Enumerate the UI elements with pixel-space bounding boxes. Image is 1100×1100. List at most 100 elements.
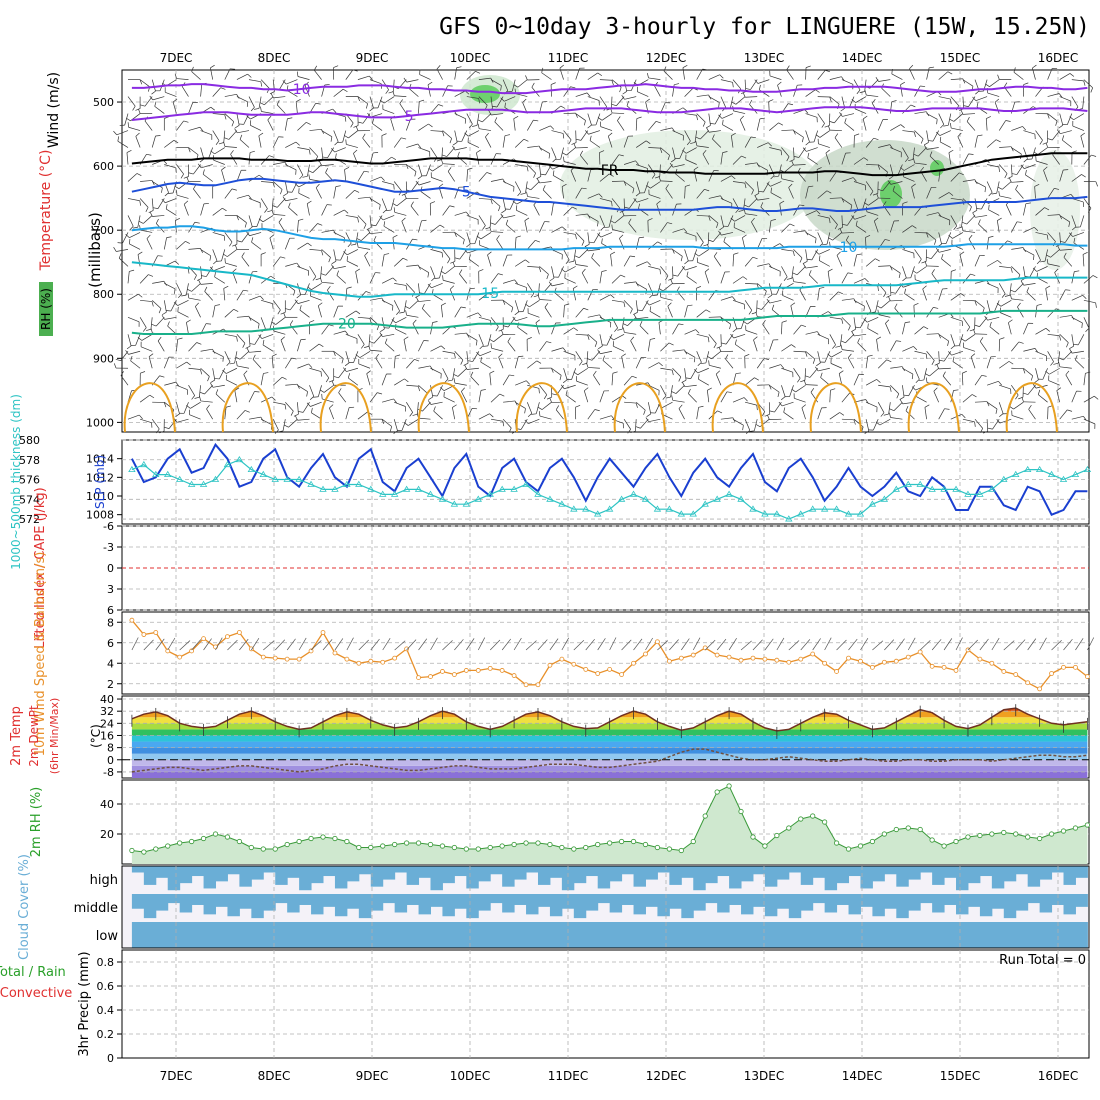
wind-barb-flag xyxy=(490,199,493,205)
wind-barb-flag xyxy=(721,342,727,345)
temp-tick-label: 16 xyxy=(100,729,114,742)
surface-wind-barb xyxy=(669,639,679,651)
wind-barb xyxy=(224,68,231,80)
thickness-point xyxy=(868,500,877,507)
wind-barb-flag xyxy=(1036,303,1042,306)
wind-barb xyxy=(713,256,722,267)
wind10-tick-label: 8 xyxy=(107,616,114,629)
wind-barb xyxy=(306,203,310,216)
wind-barb-flag xyxy=(871,99,876,104)
wind-barb-flag xyxy=(362,133,366,139)
wind-barb xyxy=(260,418,272,425)
wind-barb-flag xyxy=(799,204,805,206)
wind-barb xyxy=(151,135,156,148)
wind-speed-point xyxy=(905,654,911,660)
wind-barb xyxy=(369,198,381,205)
wind-barb-flag xyxy=(177,306,179,312)
wind-barb-flag xyxy=(384,253,390,255)
wind-barb xyxy=(1059,334,1069,343)
wind-barb xyxy=(793,230,806,233)
wind-barb xyxy=(903,176,915,182)
wind-barb-flag xyxy=(591,253,594,258)
wind-speed-point xyxy=(846,655,851,661)
wind-barb xyxy=(517,326,528,335)
wind-barb-flag xyxy=(902,277,907,282)
wind-barb xyxy=(610,254,613,267)
thickness-point xyxy=(641,495,650,502)
wind-barb-flag xyxy=(594,409,600,412)
cloud-low-cell xyxy=(932,922,945,948)
wind-barb-flag xyxy=(891,68,893,75)
wind-barb xyxy=(408,418,419,426)
wind-barb xyxy=(890,124,901,131)
wind-speed-point xyxy=(177,654,183,660)
wind-barb xyxy=(381,254,385,267)
wind-barb xyxy=(825,153,831,165)
wind-barb-flag xyxy=(587,335,590,341)
cloud-high-cell xyxy=(275,866,288,885)
wind-barb-flag xyxy=(222,253,228,257)
wind-barb xyxy=(285,357,292,369)
wind-barb xyxy=(1047,263,1060,267)
wind-barb-flag xyxy=(950,345,955,350)
wind-barb-flag xyxy=(656,200,661,205)
wind-barb xyxy=(418,164,423,177)
wind-barb-flag xyxy=(262,339,265,345)
wind-barb-flag xyxy=(705,309,711,313)
wind-barb-flag xyxy=(862,115,868,120)
wind-barb xyxy=(430,130,443,132)
cloud-low-cell xyxy=(1003,922,1017,948)
wind-barb xyxy=(714,113,722,125)
wind-speed-point xyxy=(834,669,839,674)
wind-barb xyxy=(841,152,846,165)
wind-barb xyxy=(273,214,286,216)
wind-barb xyxy=(558,266,564,278)
wind-barb-flag xyxy=(500,85,502,91)
wind-barb xyxy=(346,144,358,148)
wind-barb-flag xyxy=(1025,169,1027,176)
cloud-high-cell xyxy=(860,866,873,889)
wind-barb-flag xyxy=(1020,280,1024,286)
wind-barb xyxy=(914,130,924,140)
wind-barb-flag xyxy=(1092,275,1098,279)
surface-wind-barb xyxy=(943,638,953,651)
wind-barb xyxy=(538,283,540,296)
wind-barb-flag xyxy=(911,183,916,188)
wind-speed-point xyxy=(738,657,744,663)
wind-barb xyxy=(297,339,302,352)
wind-barb xyxy=(315,187,322,199)
temp-bands xyxy=(131,708,1088,778)
wind-barb-flag xyxy=(214,304,220,306)
cloud-high-cell xyxy=(323,866,336,877)
wind-barb xyxy=(394,211,407,216)
wind-barb-flag xyxy=(482,345,488,347)
wind-barb-flag xyxy=(685,377,691,379)
wind-barb xyxy=(635,419,637,432)
cloud-high-cell xyxy=(514,866,527,880)
thickness-point xyxy=(808,505,817,512)
wind-barb xyxy=(769,364,781,369)
wind-barb xyxy=(600,350,613,355)
wind-speed-point xyxy=(690,652,696,658)
wind-barb-flag xyxy=(713,343,717,349)
wind-barb xyxy=(1052,130,1060,141)
wind-barb-flag xyxy=(839,228,843,234)
wind-barb xyxy=(560,147,564,160)
wind-barb xyxy=(986,283,999,289)
wind-barb-flag xyxy=(307,242,312,247)
wind-barb xyxy=(865,419,870,431)
wind-barb-flag xyxy=(561,226,567,231)
rh-tick-label: 40 xyxy=(100,798,114,811)
wind-barb-flag xyxy=(869,191,874,196)
wind-barb xyxy=(793,204,800,216)
cloud-high-cell xyxy=(1003,866,1017,882)
wind-barb xyxy=(539,147,550,154)
wind-barb-flag xyxy=(742,234,747,238)
wind-barb xyxy=(930,249,939,259)
wind-barb xyxy=(1082,254,1085,267)
wind-barb-flag xyxy=(786,65,790,70)
wind-barb xyxy=(1047,232,1056,242)
wind-barb-flag xyxy=(807,152,810,158)
rh-point xyxy=(1072,825,1079,831)
wind-barb xyxy=(793,164,806,166)
